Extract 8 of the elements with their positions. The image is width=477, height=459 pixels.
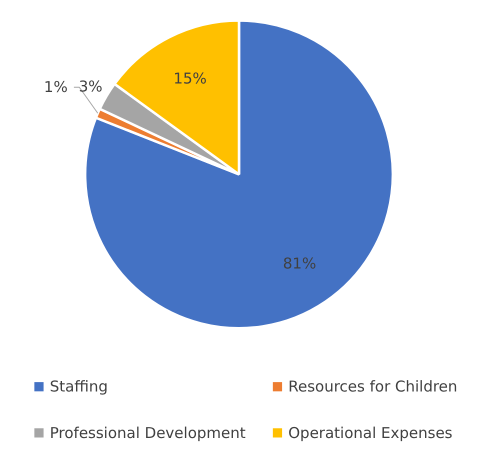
data-label: 81%: [282, 254, 316, 272]
data-label: 3%: [78, 78, 103, 96]
legend-label: Resources for Children: [288, 378, 458, 396]
data-label: 1%: [44, 78, 68, 96]
legend-label: Staffing: [50, 378, 108, 396]
legend-label: Professional Development: [50, 424, 246, 442]
legend-label: Operational Expenses: [288, 424, 453, 442]
data-label: 15%: [173, 69, 207, 88]
